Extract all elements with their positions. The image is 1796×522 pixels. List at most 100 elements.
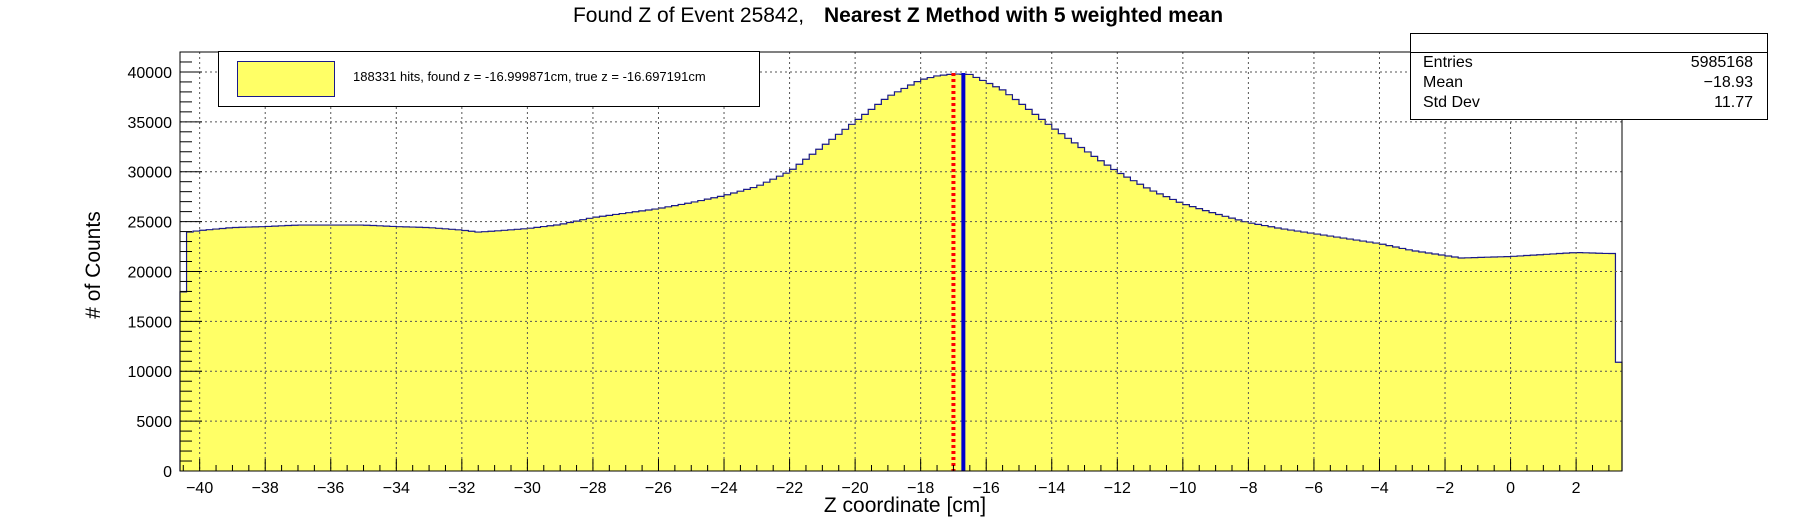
y-tick-label: 35000 [128, 115, 173, 132]
histogram-bin [1543, 254, 1551, 471]
histogram-bin [861, 114, 869, 471]
histogram-bin [684, 203, 692, 471]
histogram-bin [1228, 218, 1236, 471]
histogram-bin [1294, 231, 1302, 471]
stats-value: −18.93 [1703, 74, 1753, 91]
histogram-bin [848, 124, 856, 471]
histogram-bin [828, 139, 837, 471]
histogram-bin [1405, 249, 1413, 471]
histogram-bin [199, 230, 207, 471]
histogram-bin [1143, 187, 1151, 471]
histogram-bin [586, 218, 594, 471]
histogram-bin [619, 213, 627, 472]
histogram-bin [317, 225, 325, 471]
histogram-bin [579, 219, 587, 471]
histogram-bin [1497, 256, 1505, 471]
histogram-bin [1005, 94, 1014, 472]
histogram-bin [1464, 257, 1472, 471]
histogram-bin [1150, 191, 1158, 471]
histogram-bin [704, 199, 712, 471]
stats-row-stddev: Std Dev 11.77 [1411, 93, 1767, 113]
histogram-bin [887, 95, 896, 472]
histogram-bin [743, 189, 751, 472]
histogram-bin [343, 225, 352, 471]
histogram-outline [179, 73, 1623, 471]
histogram-bin [1392, 247, 1400, 471]
x-tick-label: −40 [186, 480, 213, 497]
histogram-bin [304, 225, 312, 471]
histogram-bin [560, 223, 568, 471]
histogram-bin [1215, 214, 1223, 471]
histogram-bin [1018, 104, 1027, 471]
histogram-bin [1366, 242, 1374, 471]
histogram-bin [986, 83, 994, 471]
histogram-bin [514, 229, 522, 471]
histogram-bin [1353, 240, 1361, 471]
histogram-bin [297, 225, 306, 471]
histogram-bin [992, 86, 1000, 472]
histogram-bin [1549, 253, 1558, 471]
histogram-bin [1431, 254, 1440, 471]
y-tick-label: 20000 [128, 264, 173, 281]
histogram-bin [212, 229, 220, 471]
y-tick-label: 5000 [136, 414, 172, 431]
histogram-bin [894, 91, 902, 472]
x-tick-label: −6 [1305, 480, 1323, 497]
histogram-bin [946, 74, 955, 471]
histogram-bin [625, 212, 633, 471]
stats-box: Entries 5985168 Mean −18.93 Std Dev 11.7… [1410, 33, 1768, 120]
histogram-bin [1379, 244, 1387, 471]
y-tick-label: 30000 [128, 165, 173, 182]
histogram-bin [520, 228, 528, 471]
histogram-bin [769, 179, 778, 472]
histogram-bin [1045, 124, 1053, 471]
histogram-bin [540, 226, 548, 471]
histogram-bin [1235, 219, 1243, 471]
histogram-bin [481, 231, 489, 471]
histogram-bin [1084, 151, 1092, 471]
histogram-bin [1281, 229, 1289, 471]
histogram-bin [1386, 245, 1394, 471]
histogram-bin [415, 227, 424, 471]
y-tick-label: 10000 [128, 364, 173, 381]
histogram-bin [1176, 202, 1184, 471]
histogram-bin [1372, 243, 1381, 471]
histogram-bin [671, 205, 679, 471]
histogram-bin [252, 226, 260, 471]
histogram-bin [730, 192, 738, 472]
histogram-bin [1320, 235, 1328, 471]
histogram-bin [1399, 248, 1407, 471]
histogram-bin [809, 154, 817, 471]
histogram-bin [1038, 119, 1046, 471]
histogram-bin [1530, 255, 1538, 471]
x-tick-label: −28 [579, 480, 606, 497]
histogram-bin [527, 228, 535, 471]
x-tick-label: −24 [710, 480, 737, 497]
histogram-bin [1582, 252, 1590, 471]
histogram-bin [337, 225, 345, 471]
histogram-bin [1418, 252, 1426, 471]
histogram-bin [1569, 252, 1577, 471]
histogram-bin [1222, 216, 1230, 471]
histogram-bin [979, 80, 987, 472]
histogram-bin [855, 119, 863, 471]
x-tick-label: −14 [1038, 480, 1065, 497]
stats-row-entries: Entries 5985168 [1411, 53, 1767, 73]
histogram-bin [710, 197, 719, 471]
histogram-bin [920, 79, 928, 471]
histogram-bin [1248, 223, 1256, 471]
histogram-bin [1510, 256, 1518, 471]
y-tick-label: 0 [163, 464, 172, 481]
histogram-bin [724, 194, 732, 472]
legend-swatch [237, 61, 335, 97]
histogram-bin [868, 109, 876, 471]
histogram-bin [1595, 253, 1603, 471]
histogram-bin [383, 226, 391, 471]
histogram-bin [1064, 138, 1073, 471]
histogram-bin [927, 77, 935, 471]
histogram-bin [1313, 234, 1322, 471]
histogram-bin [409, 227, 417, 471]
histogram-bin [1412, 251, 1420, 471]
histogram-bin [1359, 241, 1367, 471]
